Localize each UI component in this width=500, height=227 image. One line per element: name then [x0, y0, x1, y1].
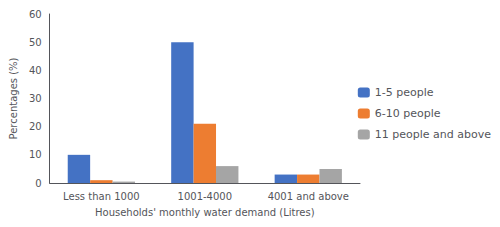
- svg-text:Households' monthly water dema: Households' monthly water demand (Litres…: [95, 207, 315, 218]
- svg-text:10: 10: [29, 149, 42, 160]
- svg-text:20: 20: [29, 121, 42, 132]
- svg-text:Percentages (%): Percentages (%): [8, 57, 19, 139]
- svg-text:11 people and above: 11 people and above: [375, 128, 491, 141]
- svg-text:60: 60: [29, 9, 42, 20]
- svg-text:4001 and above: 4001 and above: [268, 191, 349, 202]
- svg-text:1-5 people: 1-5 people: [375, 86, 434, 99]
- svg-text:6-10 people: 6-10 people: [375, 107, 441, 120]
- svg-text:40: 40: [29, 65, 42, 76]
- svg-text:50: 50: [29, 37, 42, 48]
- svg-text:30: 30: [29, 93, 42, 104]
- svg-text:0: 0: [35, 178, 41, 189]
- svg-text:1001-4000: 1001-4000: [178, 191, 233, 202]
- svg-text:Less than 1000: Less than 1000: [63, 191, 139, 202]
